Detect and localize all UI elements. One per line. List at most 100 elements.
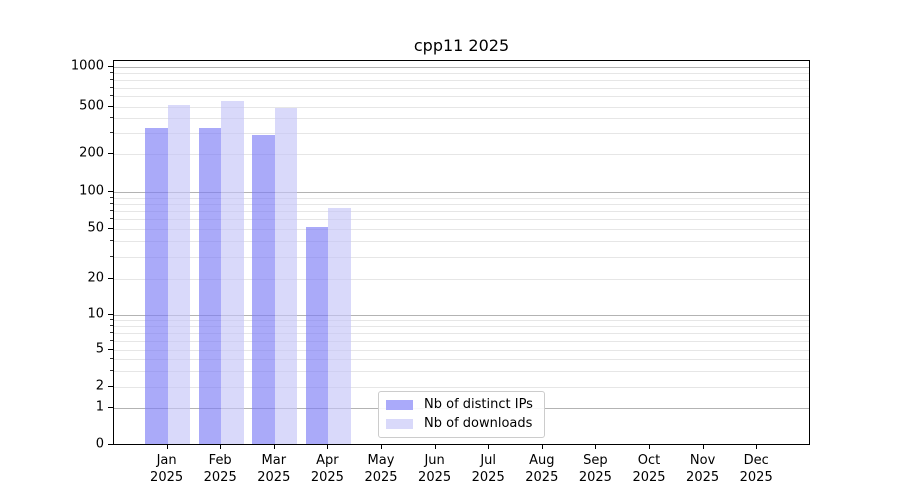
- y-minor-tick-mark: [110, 218, 113, 220]
- bar-downloads-jan: [167, 105, 191, 444]
- minor-gridline: [114, 203, 809, 205]
- y-tick-mark: [108, 444, 113, 445]
- y-tick-label: 20: [87, 270, 104, 286]
- minor-gridline: [114, 133, 809, 135]
- y-minor-tick-mark: [110, 369, 113, 371]
- y-minor-tick-mark: [110, 339, 113, 341]
- y-minor-tick-mark: [110, 210, 113, 212]
- bar-downloads-apr: [328, 207, 351, 444]
- y-minor-tick-mark: [110, 95, 113, 97]
- minor-gridline: [114, 320, 809, 322]
- y-minor-tick-mark: [110, 78, 113, 80]
- y-minor-tick-mark: [110, 255, 113, 257]
- y-minor-tick-mark: [110, 202, 113, 204]
- x-tick-mark: [488, 445, 490, 449]
- minor-gridline: [114, 154, 809, 155]
- x-tick-mark: [756, 445, 758, 449]
- minor-gridline: [114, 370, 809, 372]
- x-tick-mark: [649, 445, 650, 449]
- y-tick-label: 5: [95, 341, 104, 357]
- x-tick-label-mar: Mar 2025: [257, 453, 291, 485]
- minor-gridline: [114, 326, 809, 328]
- y-tick-mark: [108, 106, 113, 107]
- x-tick-mark: [434, 445, 436, 449]
- bar-distinct-ips-mar: [252, 134, 275, 444]
- minor-gridline: [114, 340, 809, 342]
- x-tick-label-nov: Nov 2025: [686, 453, 720, 485]
- x-tick-label-feb: Feb 2025: [203, 453, 237, 485]
- y-tick-mark: [108, 153, 113, 154]
- y-minor-tick-mark: [110, 196, 113, 198]
- legend-label-downloads: Nb of downloads: [424, 416, 533, 431]
- minor-gridline: [114, 197, 809, 199]
- y-minor-tick-mark: [110, 132, 113, 134]
- y-tick-label: 10: [87, 306, 104, 322]
- legend-item-distinct-ips: Nb of distinct IPs: [386, 398, 537, 412]
- y-tick-mark: [108, 386, 113, 387]
- x-tick-mark: [381, 445, 382, 449]
- y-tick-mark: [108, 228, 113, 229]
- y-tick-label: 1: [95, 399, 104, 415]
- minor-gridline: [114, 229, 809, 230]
- x-tick-label-sep: Sep 2025: [578, 453, 612, 485]
- x-tick-label-dec: Dec 2025: [739, 453, 773, 485]
- x-tick-label-jul: Jul 2025: [471, 453, 505, 485]
- x-tick-label-oct: Oct 2025: [632, 453, 666, 485]
- major-gridline: [114, 315, 809, 316]
- major-gridline: [114, 67, 809, 68]
- legend-swatch-distinct-ips-icon: [386, 400, 413, 410]
- y-tick-label: 0: [95, 436, 104, 452]
- x-tick-mark: [273, 445, 275, 449]
- y-minor-tick-mark: [110, 72, 113, 74]
- y-tick-label: 1000: [70, 58, 104, 74]
- x-tick-mark: [327, 445, 329, 449]
- legend-swatch-downloads-icon: [386, 419, 413, 429]
- y-minor-tick-mark: [110, 319, 113, 321]
- bar-distinct-ips-apr: [305, 227, 329, 444]
- x-tick-mark: [595, 445, 597, 449]
- x-tick-mark: [166, 445, 168, 449]
- legend: Nb of distinct IPs Nb of downloads: [378, 391, 545, 438]
- y-minor-tick-mark: [110, 117, 113, 119]
- y-tick-mark: [108, 349, 113, 350]
- x-tick-mark: [541, 445, 543, 449]
- y-tick-label: 200: [79, 145, 104, 161]
- chart-title: cpp11 2025: [413, 36, 510, 55]
- minor-gridline: [114, 350, 809, 351]
- y-tick-mark: [108, 191, 113, 192]
- minor-gridline: [114, 219, 809, 221]
- y-tick-mark: [108, 407, 113, 408]
- minor-gridline: [114, 241, 809, 243]
- bar-distinct-ips-jan: [145, 127, 168, 444]
- x-tick-label-may: May 2025: [364, 453, 398, 485]
- legend-item-downloads: Nb of downloads: [386, 417, 537, 431]
- minor-gridline: [114, 87, 809, 89]
- x-tick-mark: [220, 445, 222, 449]
- minor-gridline: [114, 73, 809, 75]
- bar-downloads-mar: [274, 107, 298, 444]
- y-tick-label: 2: [95, 378, 104, 394]
- minor-gridline: [114, 333, 809, 334]
- plot-area: [113, 60, 810, 445]
- x-tick-mark: [702, 445, 704, 449]
- y-minor-tick-mark: [110, 240, 113, 242]
- major-gridline: [114, 192, 809, 193]
- minor-gridline: [114, 211, 809, 213]
- minor-gridline: [114, 256, 809, 258]
- y-minor-tick-mark: [110, 325, 113, 327]
- legend-label-distinct-ips: Nb of distinct IPs: [424, 397, 533, 412]
- y-tick-mark: [108, 314, 113, 315]
- y-tick-label: 50: [87, 220, 104, 236]
- y-tick-label: 500: [79, 98, 104, 114]
- minor-gridline: [114, 359, 809, 360]
- minor-gridline: [114, 387, 809, 388]
- y-tick-label: 100: [79, 183, 104, 199]
- x-tick-label-aug: Aug 2025: [525, 453, 559, 485]
- y-tick-mark: [108, 278, 113, 279]
- minor-gridline: [114, 107, 809, 108]
- y-tick-mark: [108, 66, 113, 67]
- y-minor-tick-mark: [110, 358, 113, 359]
- y-minor-tick-mark: [110, 332, 113, 333]
- minor-gridline: [114, 279, 809, 280]
